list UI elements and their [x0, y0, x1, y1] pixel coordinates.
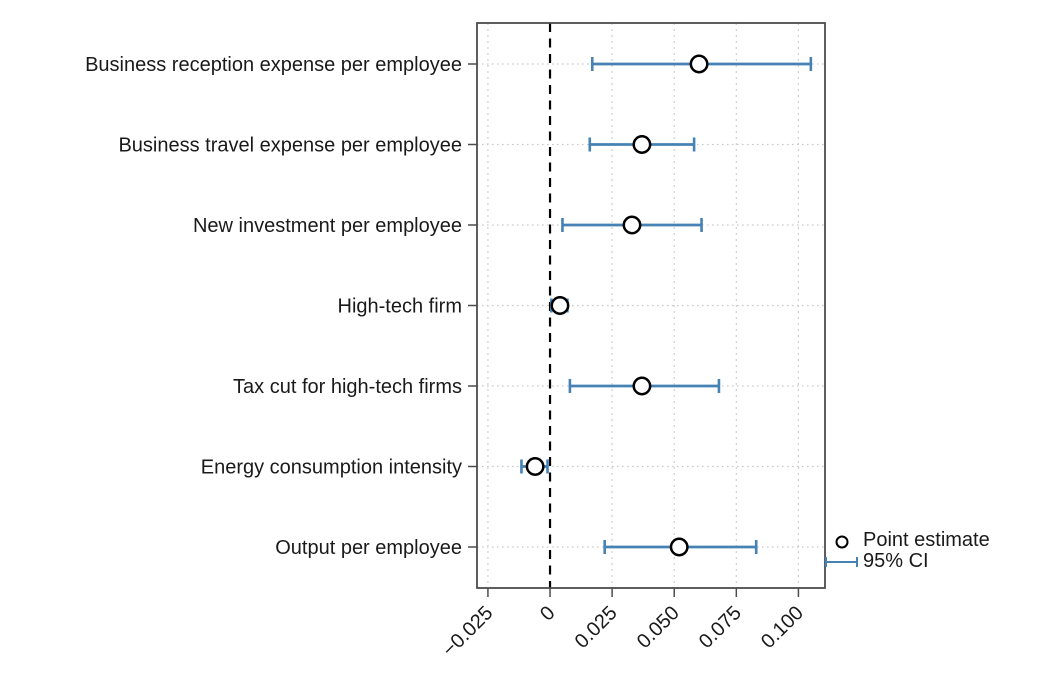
legend: Point estimate 95% CI [823, 530, 990, 572]
y-axis-label: Tax cut for high-tech firms [233, 376, 462, 398]
legend-ci-label: 95% CI [863, 550, 929, 572]
legend-point-estimate-label: Point estimate [863, 529, 990, 551]
point-marker [669, 537, 689, 557]
point-marker [525, 457, 545, 476]
point-marker [632, 376, 652, 396]
y-axis-label: Business reception expense per employee [85, 54, 462, 76]
y-axis-label: Business travel expense per employee [118, 135, 462, 157]
x-tick-label: 0.100 [757, 602, 808, 653]
x-tick-label: 0.050 [633, 602, 684, 653]
x-tick-label: 0.025 [571, 602, 622, 653]
point-marker [632, 135, 652, 154]
legend-entry-point-estimate: Point estimate [823, 530, 990, 551]
x-tick-label: 0.075 [695, 602, 746, 653]
y-axis-label: New investment per employee [193, 215, 462, 237]
point-estimate-marker-icon [823, 531, 859, 551]
point-marker [622, 215, 642, 235]
y-axis-label: High-tech firm [338, 296, 462, 318]
y-axis-label: Energy consumption intensity [201, 457, 462, 479]
point-marker [550, 296, 570, 315]
x-tick-label: −0.025 [438, 602, 497, 661]
y-axis-label: Output per employee [275, 537, 462, 559]
plot-frame [476, 22, 826, 589]
x-tick-label: 0 [536, 602, 559, 625]
point-marker [689, 54, 709, 74]
ci-line-icon [823, 552, 859, 572]
legend-entry-ci: 95% CI [823, 551, 990, 572]
